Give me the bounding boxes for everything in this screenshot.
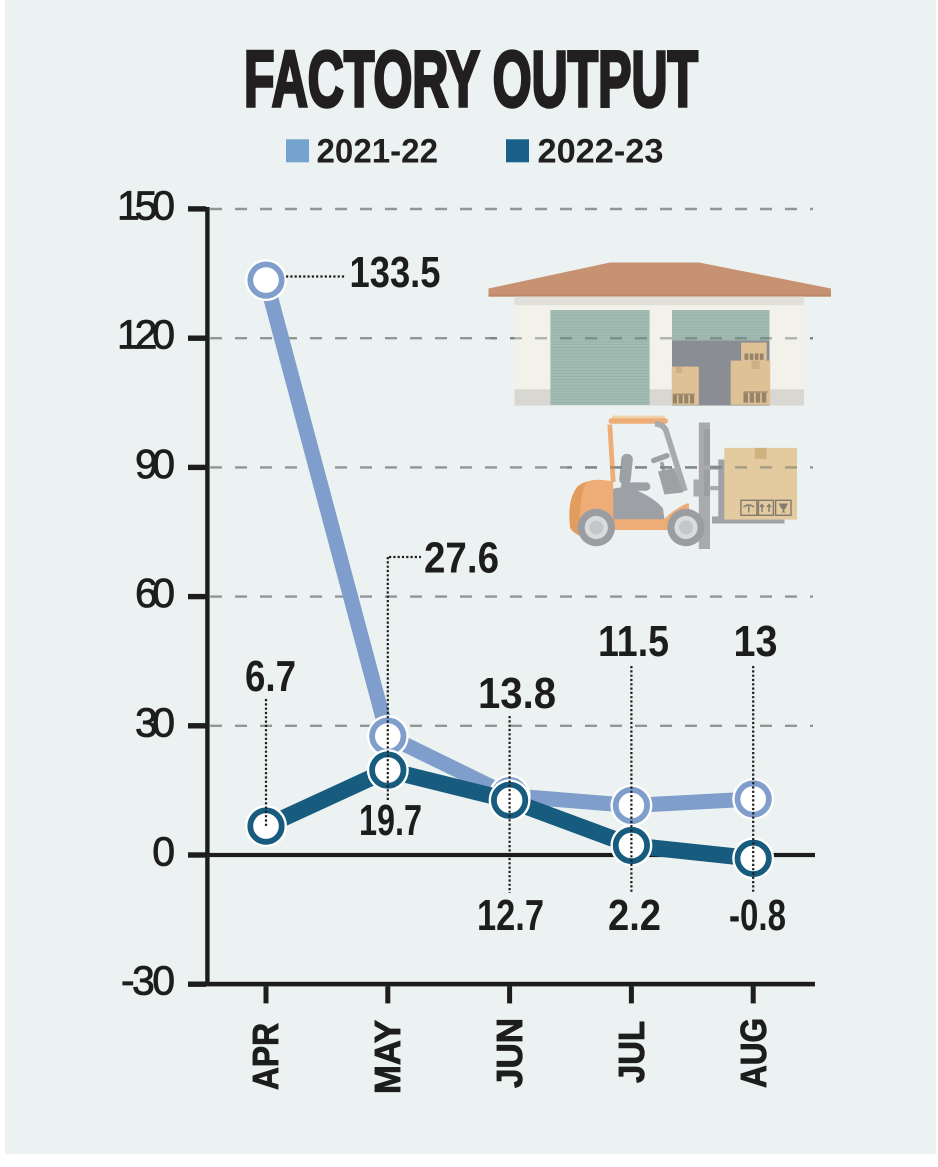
- svg-text:2.2: 2.2: [608, 892, 661, 940]
- svg-text:0: 0: [152, 829, 175, 875]
- svg-text:13: 13: [734, 618, 778, 666]
- svg-text:JUN: JUN: [489, 1018, 530, 1088]
- svg-text:150: 150: [117, 183, 175, 229]
- svg-text:MAY: MAY: [367, 1020, 408, 1094]
- svg-text:JUL: JUL: [611, 1021, 652, 1083]
- svg-text:-0.8: -0.8: [729, 892, 786, 940]
- svg-text:APR: APR: [245, 1023, 286, 1090]
- svg-text:2021-22: 2021-22: [317, 132, 439, 170]
- svg-text:90: 90: [135, 441, 175, 487]
- svg-text:FACTORY OUTPUT: FACTORY OUTPUT: [244, 34, 698, 123]
- svg-text:27.6: 27.6: [424, 535, 499, 583]
- svg-text:12.7: 12.7: [477, 892, 544, 940]
- svg-text:60: 60: [135, 570, 175, 616]
- svg-text:AUG: AUG: [733, 1018, 774, 1088]
- svg-text:-30: -30: [121, 958, 175, 1004]
- svg-text:30: 30: [135, 699, 175, 745]
- svg-text:13.8: 13.8: [478, 670, 556, 718]
- svg-text:2022-23: 2022-23: [538, 132, 664, 170]
- svg-text:19.7: 19.7: [359, 797, 422, 845]
- svg-text:11.5: 11.5: [598, 618, 669, 666]
- svg-text:133.5: 133.5: [350, 249, 441, 297]
- svg-text:120: 120: [117, 312, 175, 358]
- svg-text:6.7: 6.7: [245, 653, 296, 701]
